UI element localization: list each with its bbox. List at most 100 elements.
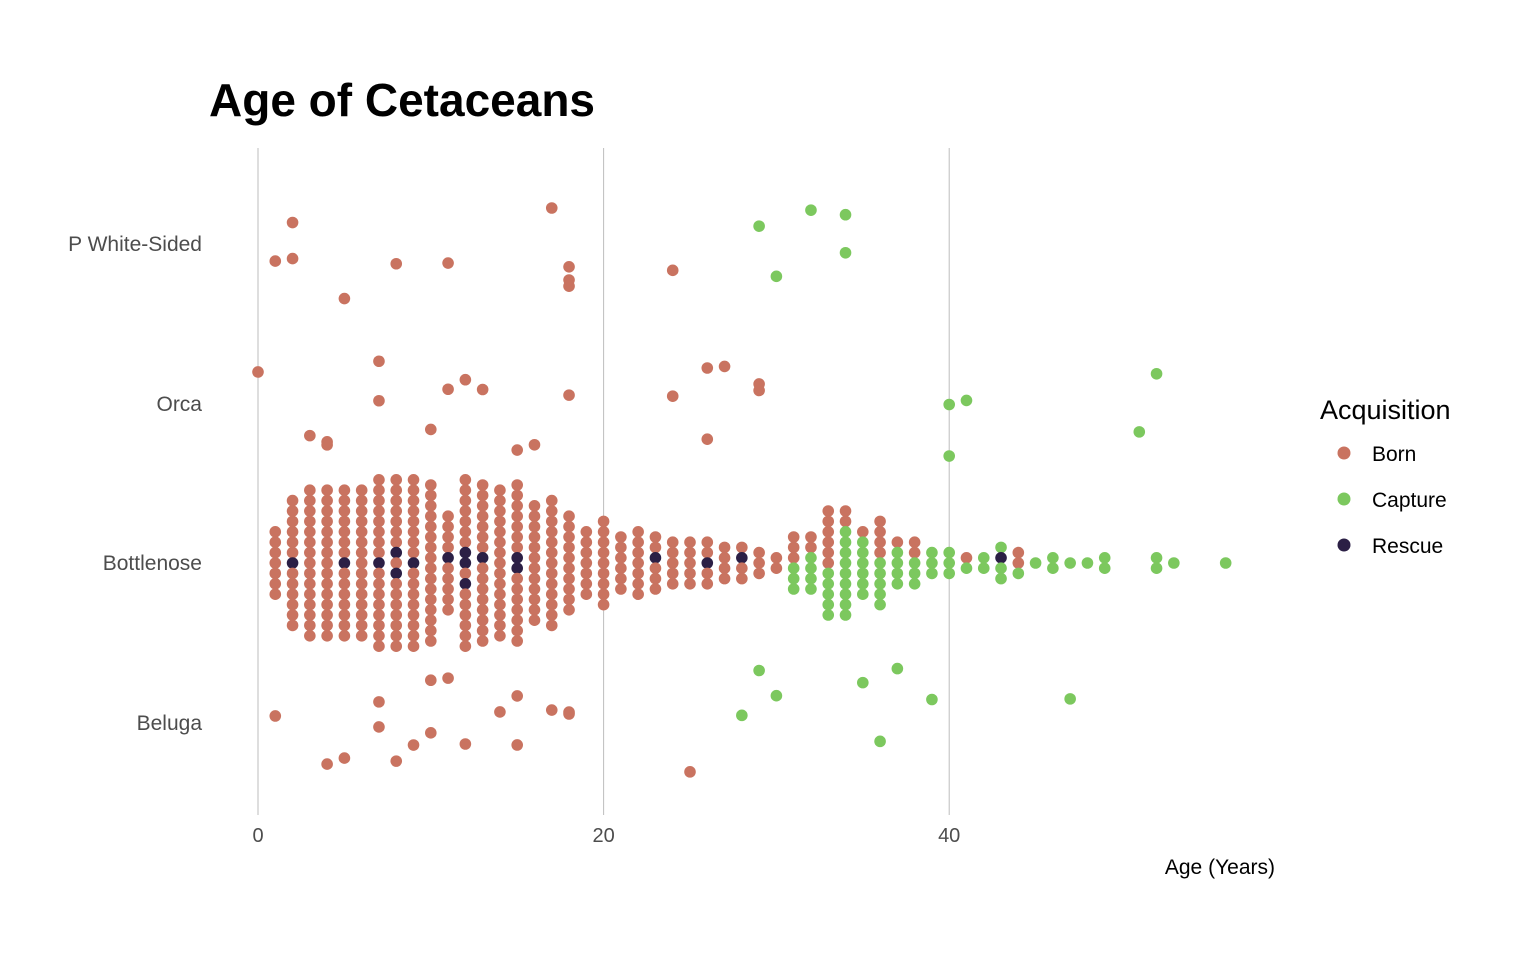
data-point-capture xyxy=(839,208,852,221)
data-point-born xyxy=(390,609,403,621)
data-point-born xyxy=(373,609,385,621)
data-point-born xyxy=(459,505,472,517)
data-point-born xyxy=(269,546,282,559)
data-point-born xyxy=(736,562,748,574)
data-point-born xyxy=(304,536,316,548)
data-point-born xyxy=(649,541,662,554)
data-point-born xyxy=(459,474,472,486)
data-point-born xyxy=(373,588,385,600)
data-point-born xyxy=(511,520,523,533)
data-point-born xyxy=(545,546,558,559)
y-axis-tick-labels: P White-Sided Orca Bottlenose Beluga xyxy=(68,233,202,735)
data-point-born xyxy=(666,567,679,580)
data-point-born xyxy=(390,494,403,507)
data-point-born xyxy=(442,541,454,554)
data-point-born xyxy=(563,562,575,574)
data-point-born xyxy=(373,526,385,538)
data-point-born xyxy=(615,572,627,585)
data-point-born xyxy=(615,552,627,564)
data-point-born xyxy=(770,562,783,574)
data-point-born xyxy=(701,362,714,374)
data-point-born xyxy=(545,536,558,548)
data-point-born xyxy=(494,546,506,559)
data-point-born xyxy=(632,588,644,600)
data-point-born xyxy=(321,619,333,632)
data-point-capture xyxy=(857,588,869,600)
data-point-born xyxy=(494,630,506,642)
data-point-born xyxy=(373,598,385,611)
data-point-born xyxy=(545,557,558,569)
data-point-born xyxy=(321,598,333,611)
data-point-born xyxy=(459,373,472,386)
data-point-born xyxy=(511,583,523,595)
data-point-born xyxy=(459,588,472,600)
data-point-born xyxy=(753,567,765,580)
data-point-capture xyxy=(787,583,800,595)
data-point-born xyxy=(390,526,403,538)
data-point-born xyxy=(252,366,264,378)
data-point-born xyxy=(442,562,454,574)
data-point-born xyxy=(304,588,316,600)
data-point-born xyxy=(407,630,420,642)
data-point-born xyxy=(649,583,662,595)
data-point-capture xyxy=(857,557,869,569)
data-point-born xyxy=(580,526,593,538)
data-point-born xyxy=(615,562,627,574)
data-point-born xyxy=(874,536,886,548)
data-point-born xyxy=(321,609,333,621)
data-point-rescue xyxy=(736,552,748,564)
data-point-born xyxy=(511,541,523,554)
data-point-capture xyxy=(943,567,955,580)
data-point-born xyxy=(338,526,351,538)
data-point-born xyxy=(459,567,472,580)
data-point-born xyxy=(563,552,575,564)
data-point-born xyxy=(286,546,299,559)
data-point-born xyxy=(511,510,523,522)
data-point-born xyxy=(304,598,316,611)
data-point-capture xyxy=(977,552,990,564)
data-point-capture xyxy=(1150,367,1163,380)
data-point-born xyxy=(736,541,748,554)
data-point-rescue xyxy=(286,557,299,569)
data-point-capture xyxy=(1012,567,1025,580)
data-point-capture xyxy=(857,676,869,689)
data-point-born xyxy=(545,526,558,538)
data-point-born xyxy=(321,546,333,559)
legend-swatch-rescue xyxy=(1337,538,1351,552)
data-point-born xyxy=(269,567,282,580)
data-point-capture xyxy=(770,270,783,283)
data-point-capture xyxy=(1098,552,1111,564)
data-point-born xyxy=(545,567,558,580)
data-point-born xyxy=(494,619,506,632)
data-point-rescue xyxy=(390,567,403,580)
data-point-born xyxy=(545,598,558,611)
data-point-born xyxy=(459,484,472,497)
data-point-capture xyxy=(839,609,852,621)
data-point-born xyxy=(338,536,351,548)
data-point-born xyxy=(321,536,333,548)
data-point-born xyxy=(511,739,523,751)
data-point-born xyxy=(718,541,731,554)
data-point-born xyxy=(528,604,541,616)
data-point-capture xyxy=(943,450,955,462)
data-point-born xyxy=(753,546,765,559)
data-point-born xyxy=(390,619,403,632)
legend-label-born: Born xyxy=(1372,443,1416,466)
data-point-capture xyxy=(753,220,765,232)
data-point-born xyxy=(425,531,437,543)
data-point-born xyxy=(511,635,523,647)
data-point-born xyxy=(511,572,523,585)
legend-label-rescue: Rescue xyxy=(1372,535,1443,558)
data-point-capture xyxy=(1047,562,1059,574)
data-point-born xyxy=(304,505,316,517)
data-point-born xyxy=(355,630,368,642)
data-point-capture xyxy=(839,578,852,590)
y-tick-label: Orca xyxy=(156,393,202,416)
data-point-capture xyxy=(943,557,955,569)
data-point-born xyxy=(321,526,333,538)
data-point-born xyxy=(494,609,506,621)
data-point-born xyxy=(269,255,282,267)
data-point-born xyxy=(442,672,454,684)
data-point-capture xyxy=(995,572,1007,585)
data-point-born xyxy=(286,609,299,621)
